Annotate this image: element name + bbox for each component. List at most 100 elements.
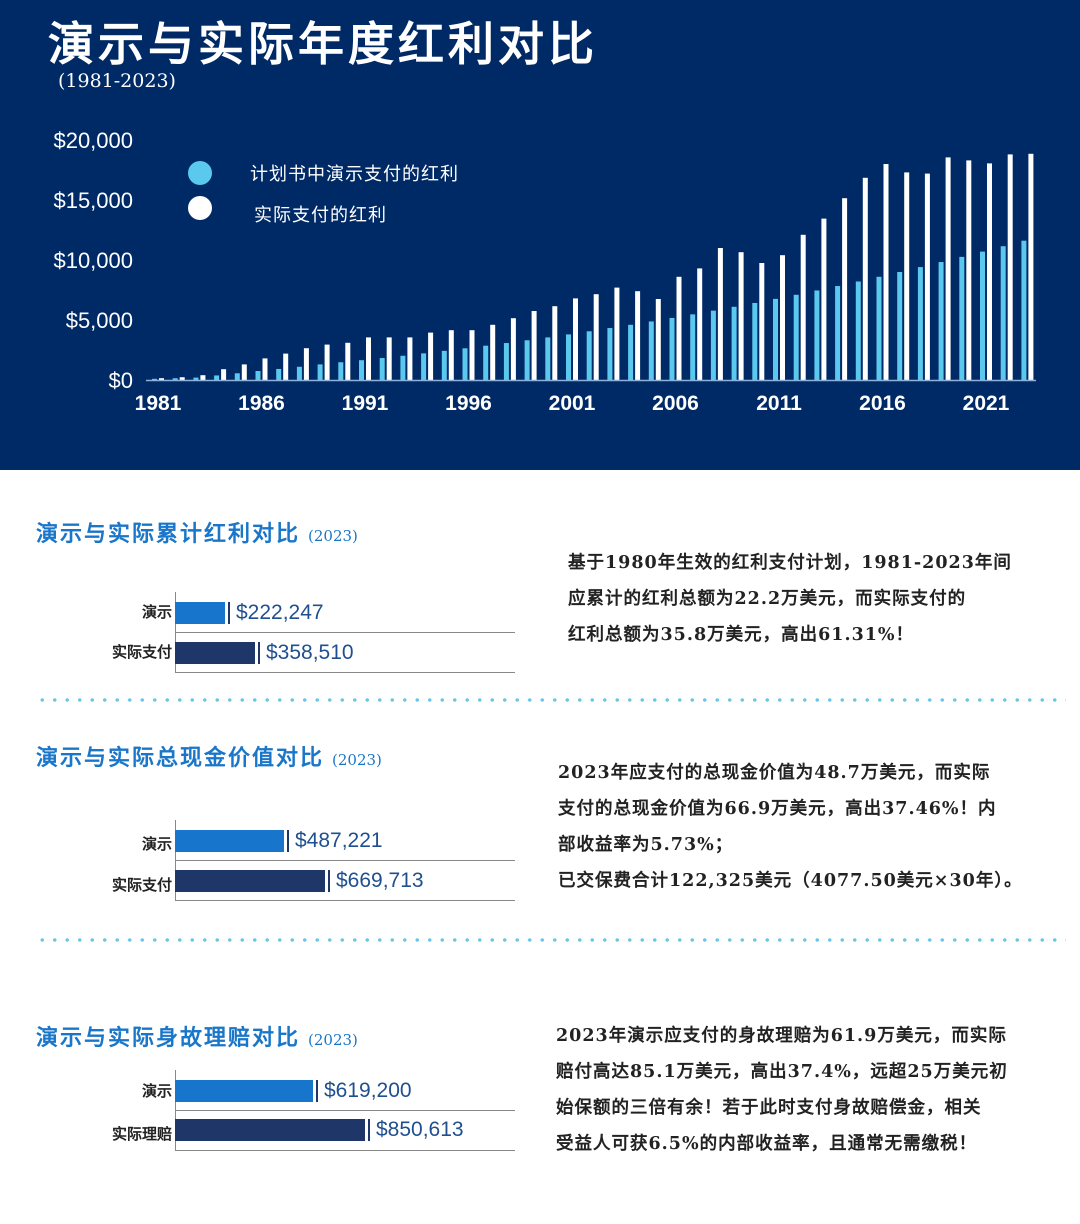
bar-actual-1990 (345, 342, 351, 380)
bar-illustrated-2014 (835, 286, 841, 380)
bar-actual-1986 (262, 358, 268, 380)
bar-end-tick (316, 1080, 318, 1102)
bar-actual-2005 (655, 299, 661, 380)
bar-actual-2010 (759, 263, 765, 380)
bar-actual-2009 (738, 252, 744, 380)
bar-actual-1982 (179, 377, 185, 380)
bar-illustrated-1998 (503, 343, 509, 380)
section-year: (2023) (332, 751, 382, 769)
bar-illustrated-2015 (855, 281, 861, 380)
bar-divider (175, 860, 515, 861)
bar-illustrated-2009 (731, 306, 737, 380)
legend-actual-swatch (188, 196, 212, 220)
y-tick-label: $5,000 (66, 308, 133, 333)
bar-value-label: $487,221 (295, 829, 383, 852)
x-tick-label: 2021 (963, 392, 1010, 415)
bar-illustrated-2002 (586, 331, 592, 380)
bar-illustrated-1987 (276, 368, 282, 380)
page-subtitle: (1981-2023) (58, 70, 176, 92)
bar-actual-1996 (469, 330, 475, 380)
dotted-divider (36, 938, 1066, 942)
section-description: 2023年演示应支付的身故理赔为61.9万美元，而实际 赔付高达85.1万美元，… (556, 1026, 1008, 1154)
section-title-cash-value: 演示与实际总现金价值对比 (2023) (36, 745, 382, 771)
bar-actual-1997 (490, 324, 496, 380)
section-year: (2023) (308, 1031, 358, 1049)
bar-actual-1988 (303, 348, 309, 380)
section-description: 基于1980年生效的红利支付计划，1981-2023年间 应累计的红利总额为22… (568, 553, 1012, 645)
bar-illustrated-1990 (338, 362, 344, 380)
section-year: (2023) (308, 527, 358, 545)
x-tick-label: 1986 (238, 392, 285, 415)
bar-actual-1985 (241, 364, 247, 380)
bar-illustrated-2019 (938, 262, 944, 380)
bar-end-tick (287, 830, 289, 852)
section-title-cumulative: 演示与实际累计红利对比 (2023) (36, 521, 358, 547)
bar-illustrated-1995 (441, 350, 447, 380)
bar-value-label: $358,510 (266, 641, 354, 664)
bar-value-label: $222,247 (236, 601, 324, 624)
bar-illustrated-1993 (400, 355, 406, 380)
bar-end-tick (368, 1119, 370, 1141)
bar-label: 演示 (141, 1082, 172, 1100)
bar-actual-1991 (366, 337, 371, 380)
bar-illustrated-2008 (710, 310, 716, 380)
legend-illustrated-label: 计划书中演示支付的红利 (250, 164, 459, 185)
bar-illustrated-2020 (959, 256, 965, 380)
bar-actual-2017 (904, 172, 910, 380)
bar-actual-1999 (531, 311, 537, 380)
bar-actual-2023 (1028, 153, 1034, 380)
bar-illustrated-1992 (379, 358, 385, 380)
bar-illustrated-2001 (566, 334, 571, 380)
x-tick-label: 1996 (445, 392, 492, 415)
bar-label: 实际理赔 (111, 1125, 172, 1143)
bar-actual-1992 (386, 337, 392, 380)
bar-actual-1993 (407, 337, 413, 380)
bar-label: 演示 (141, 835, 172, 853)
bar-actual-1995 (448, 330, 454, 380)
bar-actual-1987 (283, 353, 289, 380)
bar-illustrated-2005 (648, 321, 654, 380)
header-banner: 演示与实际年度红利对比 (1981-2023) $20,000 $15,000 $1… (0, 0, 1080, 470)
bar-actual-1984 (221, 369, 227, 380)
bar-illustrated-1991 (359, 360, 364, 380)
bar-actual-2001 (573, 298, 578, 380)
bar-actual-2013 (821, 218, 827, 380)
bar-illustrated-2012 (793, 294, 799, 380)
x-tick-label: 2011 (756, 392, 802, 415)
bar-illustrated-1989 (317, 364, 323, 380)
bar-actual-2011 (780, 255, 785, 380)
bar-illustrated-2022 (1000, 246, 1006, 380)
bar-illustrated-2018 (917, 267, 923, 380)
dotted-divider (36, 698, 1066, 702)
bar-actual-2021 (987, 163, 992, 380)
bar-illustrated-2007 (690, 314, 696, 380)
bar-actual (175, 642, 255, 664)
section-title-death-benefit: 演示与实际身故理赔对比 (2023) (36, 1025, 358, 1051)
bar-end-tick (258, 642, 260, 664)
bar-actual-2019 (945, 157, 951, 380)
bar-illustrated-2004 (628, 324, 634, 380)
bar-actual-2014 (842, 198, 848, 380)
bar-illustrated-1994 (421, 353, 427, 380)
bar-label: 实际支付 (111, 643, 172, 661)
bar-actual-2002 (593, 294, 599, 380)
x-tick-label: 1991 (342, 392, 389, 415)
bar-actual-1981 (159, 378, 164, 380)
bar-illustrated-2006 (669, 317, 675, 380)
bar-actual (175, 1119, 365, 1141)
y-tick-label: $10,000 (53, 248, 133, 273)
bar-value-label: $619,200 (324, 1079, 412, 1102)
bar-illustrated-1984 (214, 375, 220, 380)
bar-actual-2004 (635, 291, 641, 380)
bar-illustrated-1983 (193, 377, 199, 380)
bar-actual-2018 (924, 173, 930, 380)
bar-actual-1994 (428, 332, 434, 380)
page-title: 演示与实际年度红利对比 (48, 17, 598, 71)
bar-illustrated (175, 1080, 313, 1102)
y-tick-label: $20,000 (53, 128, 133, 153)
bar-divider (175, 632, 515, 633)
bar-illustrated-2023 (1021, 240, 1027, 380)
bar-value-label: $669,713 (336, 869, 424, 892)
bar-illustrated-2017 (897, 272, 903, 380)
